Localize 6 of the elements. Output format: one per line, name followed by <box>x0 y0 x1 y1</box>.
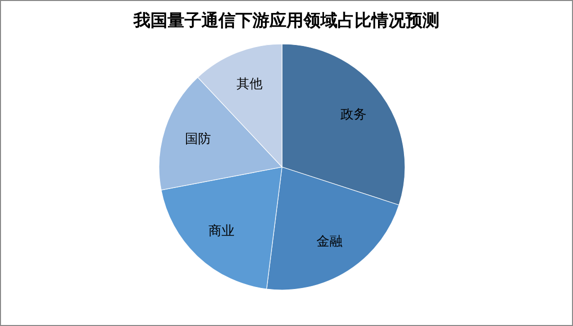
slice-label: 国防 <box>184 132 211 148</box>
slice-label: 金融 <box>316 234 342 250</box>
slice-label: 政务 <box>340 107 367 122</box>
slice-label: 其他 <box>236 77 262 92</box>
chart-title: 我国量子通信下游应用领域占比情况预测 <box>132 11 440 31</box>
slice-label: 商业 <box>208 224 234 240</box>
